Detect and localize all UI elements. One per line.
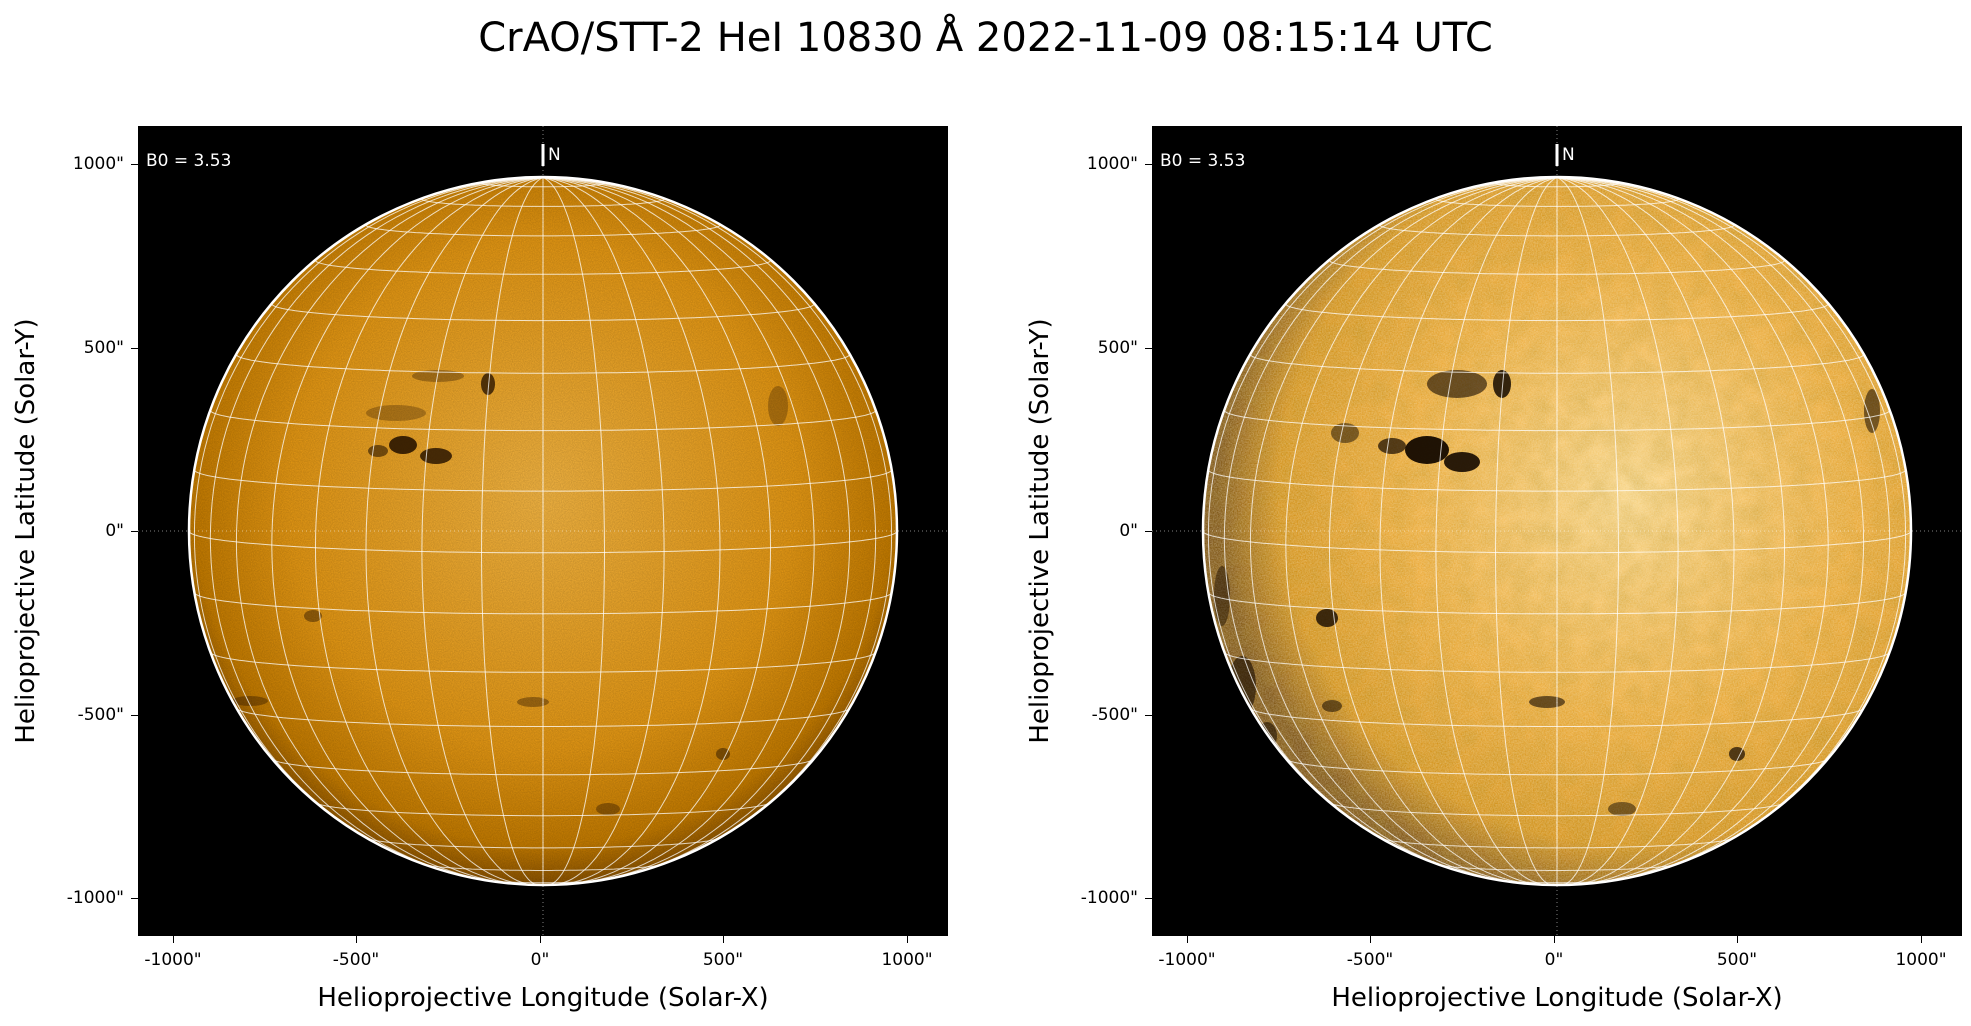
- grid-line: [316, 802, 770, 817]
- grid-line: [1556, 177, 1679, 885]
- b0-annotation: B0 = 3.53: [1160, 151, 1246, 171]
- solar-disk-image-panel-right: [1152, 126, 1962, 936]
- grid-line: [542, 177, 851, 883]
- grid-line: [542, 177, 721, 885]
- grid-line: [1203, 530, 1911, 554]
- grid-line: [193, 469, 893, 492]
- x-axis-label: Helioprojective Longitude (Solar-X): [317, 983, 769, 1013]
- grid-line: [1435, 177, 1558, 885]
- solar-disk-image-panel-left: [138, 126, 948, 936]
- grid-line: [421, 198, 665, 207]
- grid-line: [542, 177, 772, 885]
- x-tick-label: 1000": [881, 950, 933, 970]
- grid-line: [1285, 177, 1558, 885]
- grid-line: [1556, 177, 1786, 885]
- grid-line: [1223, 410, 1891, 432]
- y-tick-label: -500": [1091, 705, 1138, 725]
- grid-line: [1379, 224, 1735, 237]
- y-tick-label: 500": [1097, 338, 1138, 358]
- grid-line: [315, 260, 771, 275]
- grid-line: [481, 182, 605, 188]
- figure-title: CrAO/STT-2 HeI 10830 Å 2022-11-09 08:15:…: [478, 15, 1493, 61]
- y-tick-label: 0": [1119, 521, 1138, 541]
- grid-line: [367, 838, 719, 849]
- grid-line: [1224, 652, 1890, 673]
- grid-line: [1330, 802, 1784, 817]
- grid-line: [1208, 592, 1906, 615]
- y-tick-label: -1000": [1080, 888, 1138, 908]
- x-tick-label: 500": [702, 950, 744, 970]
- y-tick-label: -500": [77, 705, 124, 725]
- grid-line: [1207, 469, 1907, 492]
- grid-line: [542, 177, 815, 885]
- x-tick-label: 0": [530, 950, 550, 970]
- solar-limb: [1201, 175, 1913, 887]
- north-label: N: [548, 145, 561, 165]
- north-label: N: [1562, 145, 1575, 165]
- x-tick-label: 0": [1544, 950, 1564, 970]
- grid-line: [1556, 177, 1829, 885]
- solar-disk-svg-left: [138, 126, 948, 936]
- grid-line: [235, 354, 851, 374]
- grid-line: [1495, 182, 1619, 188]
- b0-annotation: B0 = 3.53: [146, 151, 232, 171]
- y-tick-label: 1000": [1086, 154, 1138, 174]
- solar-disk-svg-right: [1152, 126, 1962, 936]
- grid-line: [1249, 177, 1558, 883]
- solar-limb: [187, 175, 899, 887]
- grid-line: [1556, 177, 1735, 885]
- grid-line: [1249, 354, 1865, 374]
- grid-line: [365, 177, 544, 885]
- y-tick-label: 1000": [72, 154, 124, 174]
- grid-line: [480, 177, 544, 885]
- grid-line: [210, 652, 876, 673]
- grid-line: [1435, 198, 1679, 207]
- grid-line: [194, 592, 892, 615]
- y-tick-label: -1000": [66, 888, 124, 908]
- grid-line: [542, 177, 606, 885]
- x-tick-label: -500": [1346, 950, 1394, 970]
- grid-line: [1286, 758, 1828, 776]
- grid-line: [272, 758, 814, 776]
- grid-line: [1328, 177, 1558, 885]
- grid-line: [1329, 260, 1785, 275]
- dark-filaments: [232, 370, 788, 815]
- grid-line: [189, 530, 897, 554]
- x-axis-label: Helioprojective Longitude (Solar-X): [1331, 983, 1783, 1013]
- heliographic-grid: [189, 177, 897, 885]
- grid-line: [365, 224, 721, 237]
- y-axis-label: Helioprojective Latitude (Solar-Y): [1025, 318, 1055, 744]
- y-tick-label: 0": [105, 521, 124, 541]
- x-tick-label: -1000": [144, 950, 202, 970]
- grid-line: [236, 708, 850, 727]
- grid-line: [1379, 177, 1558, 885]
- y-axis-label: Helioprojective Latitude (Solar-Y): [11, 318, 41, 744]
- grid-line: [423, 863, 663, 871]
- grid-line: [1556, 177, 1620, 885]
- grid-line: [1250, 708, 1864, 727]
- grid-line: [542, 177, 665, 885]
- grid-line: [209, 410, 877, 432]
- grid-line: [1556, 177, 1865, 883]
- grid-line: [235, 177, 544, 883]
- grid-line: [1437, 863, 1677, 871]
- x-tick-label: 500": [1716, 950, 1758, 970]
- y-tick-label: 500": [83, 338, 124, 358]
- grid-line: [314, 177, 544, 885]
- x-tick-label: -500": [332, 950, 380, 970]
- grid-line: [271, 177, 544, 885]
- grid-line: [1285, 303, 1829, 322]
- grid-line: [421, 177, 544, 885]
- x-tick-label: -1000": [1158, 950, 1216, 970]
- x-tick-label: 1000": [1895, 950, 1947, 970]
- grid-line: [1381, 838, 1733, 849]
- grid-line: [271, 303, 815, 322]
- grid-line: [1494, 177, 1558, 885]
